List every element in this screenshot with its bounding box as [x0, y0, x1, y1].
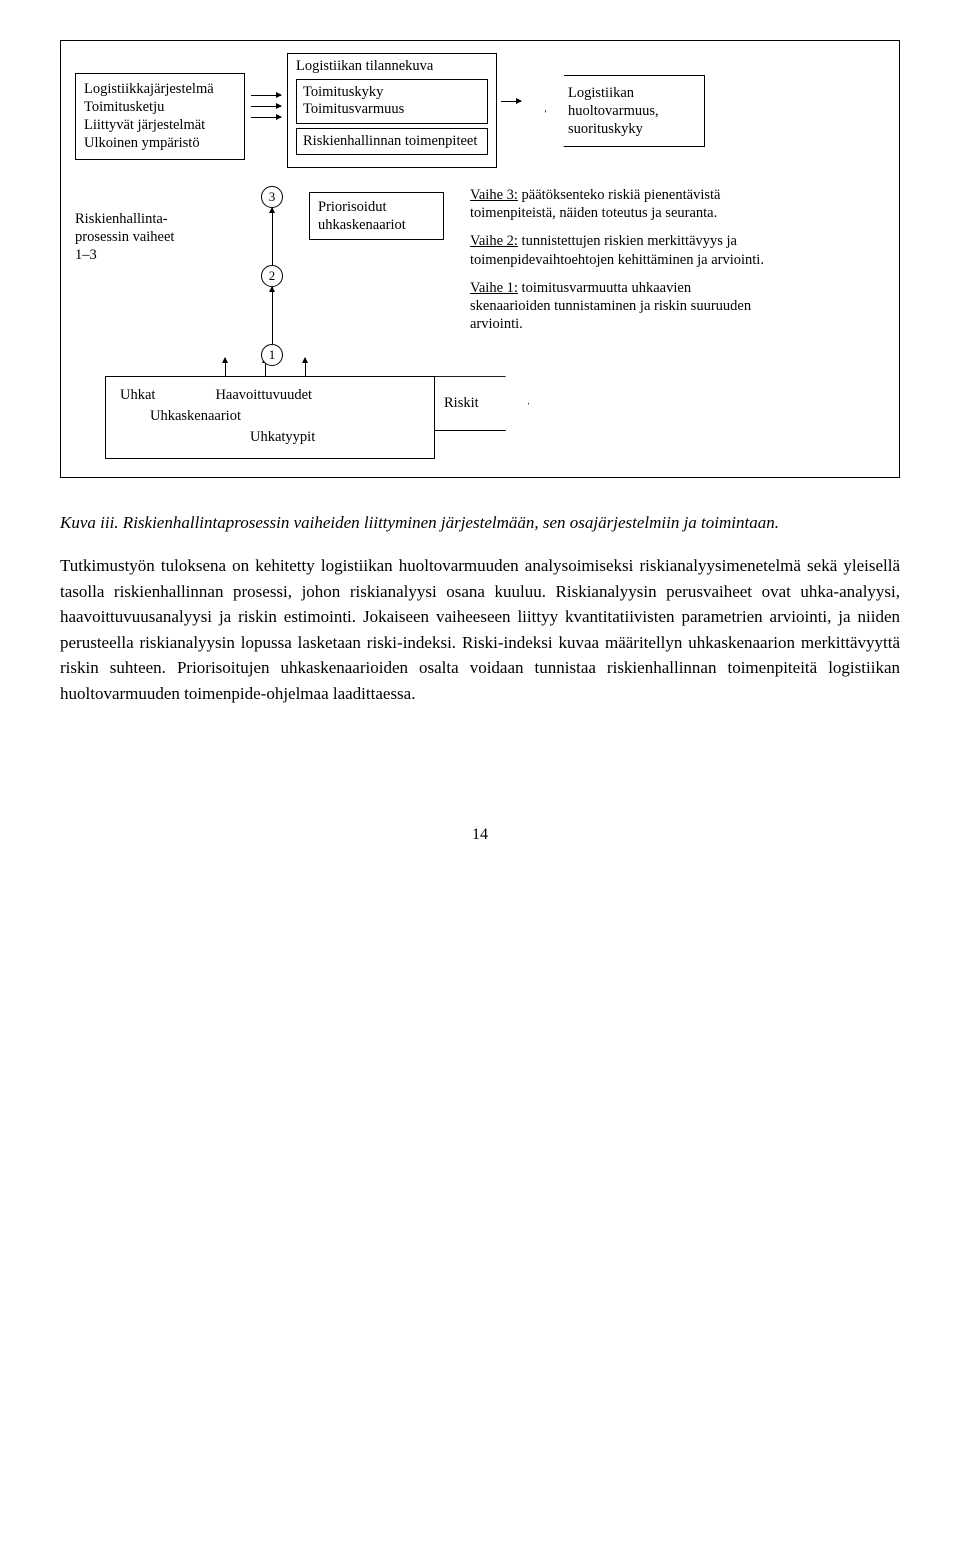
phases-label-line: 1–3: [75, 246, 245, 264]
prior-line: uhkaskenaariot: [318, 216, 435, 234]
phases-label-line: prosessin vaiheet: [75, 228, 245, 246]
threats-output: Riskit: [434, 376, 529, 431]
diagram-mid-row: Riskienhallinta- prosessin vaiheet 1–3 3…: [75, 186, 885, 366]
output-line: huoltovarmuus,: [568, 102, 684, 120]
phase-circle-2: 2: [261, 265, 283, 287]
tilanne-sub-line: Riskienhallinnan toimenpiteet: [303, 133, 481, 150]
phase-descriptions: Vaihe 3: päätöksenteko riskiä pienentävi…: [470, 186, 770, 343]
phase-3-label: Vaihe 3:: [470, 187, 518, 203]
threat-label: Uhkatyypit: [250, 429, 315, 446]
body-paragraph: Tutkimustyön tuloksena on kehitetty logi…: [60, 553, 900, 706]
arrow-up-icon: [272, 287, 273, 344]
phase-number-column: 3 2 1: [261, 186, 283, 366]
phase-circle-3: 3: [261, 186, 283, 208]
tilanne-sub-box: Riskienhallinnan toimenpiteet: [296, 128, 488, 155]
input-line: Toimitusketju: [84, 98, 236, 116]
tilanne-sub-line: Toimitusvarmuus: [303, 101, 481, 118]
input-line: Logistiikkajärjestelmä: [84, 80, 236, 98]
arrow-up-icon: [305, 358, 306, 376]
input-line: Liittyvät järjestelmät: [84, 116, 236, 134]
output-box: Logistiikan huoltovarmuus, suorituskyky: [545, 75, 705, 147]
page-number: 14: [60, 826, 900, 844]
threat-label: Uhkaskenaariot: [150, 408, 241, 425]
threat-label: Haavoittuvuudet: [215, 387, 312, 404]
tilanne-sub-line: Toimituskyky: [303, 84, 481, 101]
output-arrow: [497, 101, 525, 102]
arrow-right-icon: [501, 101, 521, 102]
phases-label: Riskienhallinta- prosessin vaiheet 1–3: [75, 186, 245, 264]
output-line: Logistiikan: [568, 84, 684, 102]
figure-caption: Kuva iii. Riskienhallintaprosessin vaihe…: [60, 512, 900, 535]
arrow-right-icon: [251, 95, 281, 96]
tilanne-box: Logistiikan tilannekuva Toimituskyky Toi…: [287, 53, 497, 168]
phase-1-label: Vaihe 1:: [470, 280, 518, 296]
prior-line: Priorisoidut: [318, 198, 435, 216]
input-arrows: [245, 95, 287, 118]
inputs-box: Logistiikkajärjestelmä Toimitusketju Lii…: [75, 73, 245, 160]
diagram-frame: Logistiikkajärjestelmä Toimitusketju Lii…: [60, 40, 900, 478]
tilanne-title: Logistiikan tilannekuva: [296, 58, 488, 75]
output-line: suorituskyky: [568, 120, 684, 138]
phase-3-text: Vaihe 3: päätöksenteko riskiä pienentävi…: [470, 186, 770, 222]
arrow-right-icon: [251, 106, 281, 107]
arrow-up-icon: [225, 358, 226, 376]
diagram-top-row: Logistiikkajärjestelmä Toimitusketju Lii…: [75, 53, 885, 168]
threats-row: Uhkat Haavoittuvuudet Uhkaskenaariot Uhk…: [105, 376, 885, 459]
tilanne-sub-box: Toimituskyky Toimitusvarmuus: [296, 79, 488, 124]
phase-circle-1: 1: [261, 344, 283, 366]
arrow-right-icon: [251, 117, 281, 118]
phase-1-text: Vaihe 1: toimitusvarmuutta uhkaavien ske…: [470, 279, 770, 333]
input-line: Ulkoinen ympäristö: [84, 134, 236, 152]
prior-box: Priorisoidut uhkaskenaariot: [309, 192, 444, 240]
phases-label-line: Riskienhallinta-: [75, 210, 245, 228]
threat-output-label: Riskit: [444, 395, 479, 411]
phase-2-text: Vaihe 2: tunnistettujen riskien merkittä…: [470, 232, 770, 268]
threat-label: Uhkat: [120, 387, 155, 404]
arrow-up-icon: [272, 208, 273, 265]
threats-box: Uhkat Haavoittuvuudet Uhkaskenaariot Uhk…: [105, 376, 435, 459]
phase-2-label: Vaihe 2:: [470, 233, 518, 249]
